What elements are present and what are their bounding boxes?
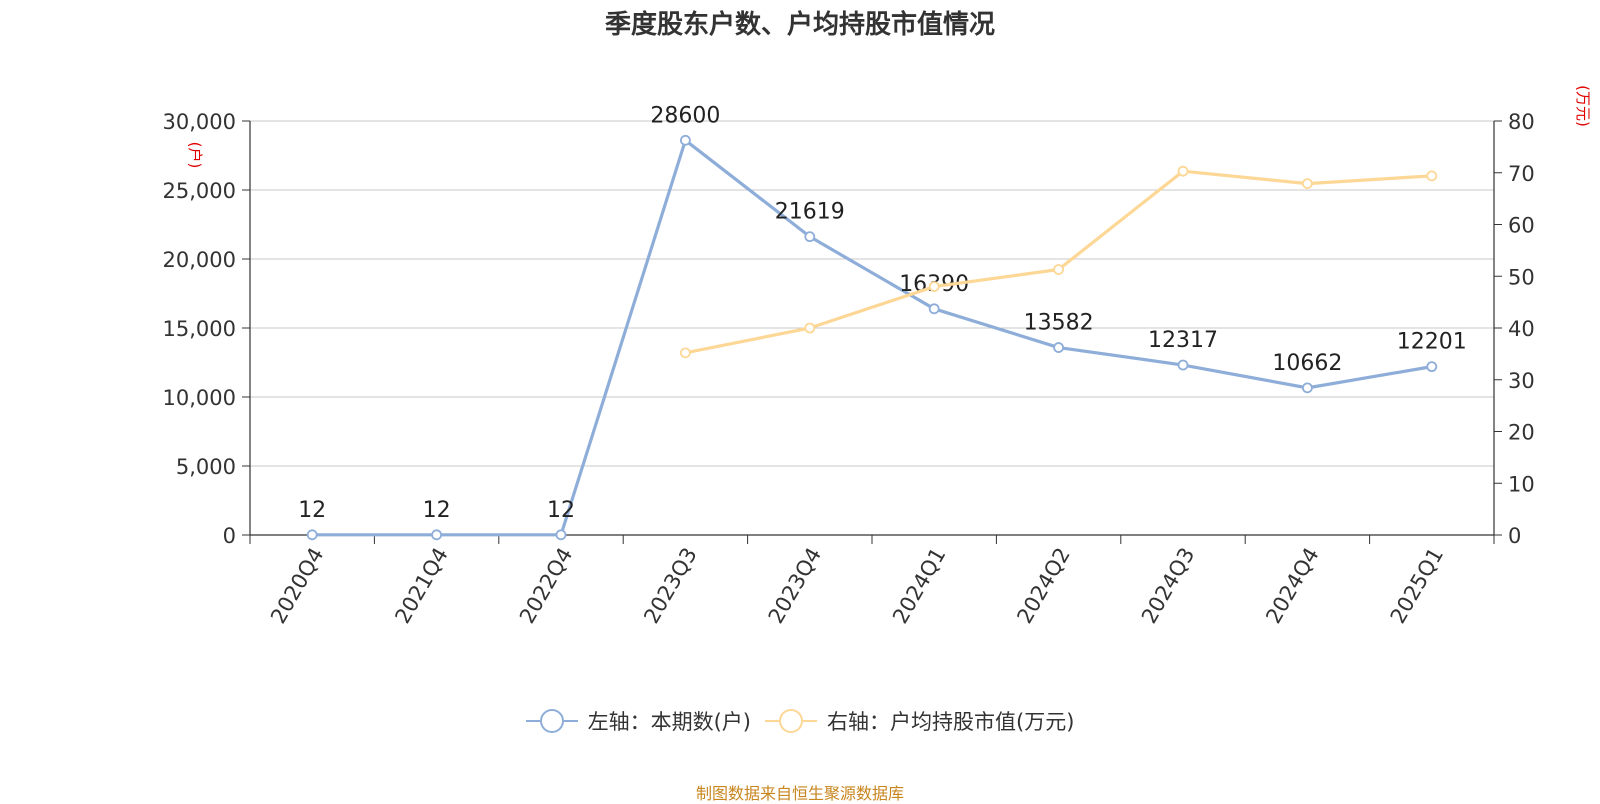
data-point: [555, 529, 567, 541]
data-label: 12: [547, 498, 575, 523]
data-point: [306, 529, 318, 541]
x-tick-label: 2022Q4: [515, 544, 577, 628]
x-tick-label: 2025Q1: [1386, 544, 1448, 628]
data-point: [1053, 342, 1064, 353]
x-tick-label: 2020Q4: [266, 544, 328, 628]
series-line-left: [312, 138, 1433, 537]
left-tick-label: 30,000: [163, 110, 236, 134]
data-point: [1426, 361, 1438, 373]
data-point: [928, 281, 940, 293]
left-tick-label: 15,000: [163, 317, 236, 341]
chart-title: 季度股东户数、户均持股市值情况: [604, 10, 995, 40]
data-label: 28600: [650, 103, 720, 128]
right-tick-label: 80: [1508, 110, 1535, 134]
right-tick-label: 10: [1508, 472, 1535, 496]
data-label: 12317: [1148, 328, 1218, 353]
data-point: [680, 347, 691, 359]
data-label: 13582: [1024, 311, 1094, 336]
data-point: [1177, 165, 1189, 177]
data-point: [1053, 264, 1064, 275]
right-tick-label: 0: [1508, 524, 1521, 548]
data-label: 12201: [1397, 330, 1467, 355]
data-point: [1177, 359, 1189, 371]
data-point: [804, 231, 816, 243]
left-tick-label: 25,000: [163, 179, 236, 203]
x-tick-label: 2021Q4: [390, 544, 452, 628]
data-label: 21619: [775, 200, 845, 225]
legend-marker-left-series: [525, 708, 578, 734]
source-note: 制图数据来自恒生聚源数据库: [695, 784, 904, 803]
data-label: 12: [298, 498, 326, 523]
legend-item-right-series[interactable]: 右轴：户均持股市值(万元): [765, 706, 1074, 736]
right-tick-label: 50: [1508, 265, 1535, 289]
x-tick-label: 2024Q3: [1137, 544, 1199, 628]
data-point: [431, 529, 443, 541]
legend-marker-right-series: [765, 708, 817, 734]
legend: 左轴：本期数(户) 右轴：户均持股市值(万元): [0, 706, 1600, 736]
data-point: [680, 134, 691, 146]
data-point: [1302, 178, 1313, 190]
data-label: 10662: [1272, 351, 1342, 376]
right-tick-label: 20: [1508, 421, 1535, 445]
right-tick-label: 70: [1508, 162, 1535, 186]
data-point: [1302, 382, 1313, 394]
legend-label-left-series: 左轴：本期数(户): [587, 710, 751, 734]
data-point: [804, 322, 816, 334]
data-point: [1426, 170, 1438, 182]
data-point: [928, 303, 940, 315]
x-tick-label: 2024Q2: [1012, 544, 1074, 628]
legend-label-right-series: 右轴：户均持股市值(万元): [827, 710, 1075, 734]
data-label: 12: [423, 498, 451, 523]
left-tick-label: 5,000: [176, 455, 236, 479]
left-tick-label: 0: [223, 524, 236, 548]
x-tick-label: 2023Q3: [639, 544, 701, 628]
x-tick-label: 2024Q4: [1261, 544, 1323, 628]
x-tick-label: 2023Q4: [764, 544, 826, 628]
right-tick-label: 40: [1508, 317, 1535, 341]
right-axis-unit-label: (万元): [1574, 85, 1592, 127]
left-axis-unit-label: (户): [186, 142, 204, 169]
left-tick-label: 20,000: [163, 248, 236, 272]
left-tick-label: 10,000: [163, 386, 236, 410]
right-tick-label: 30: [1508, 369, 1535, 393]
x-tick-label: 2024Q1: [888, 543, 950, 627]
right-tick-label: 60: [1508, 214, 1535, 238]
legend-item-left-series[interactable]: 左轴：本期数(户): [525, 706, 751, 736]
